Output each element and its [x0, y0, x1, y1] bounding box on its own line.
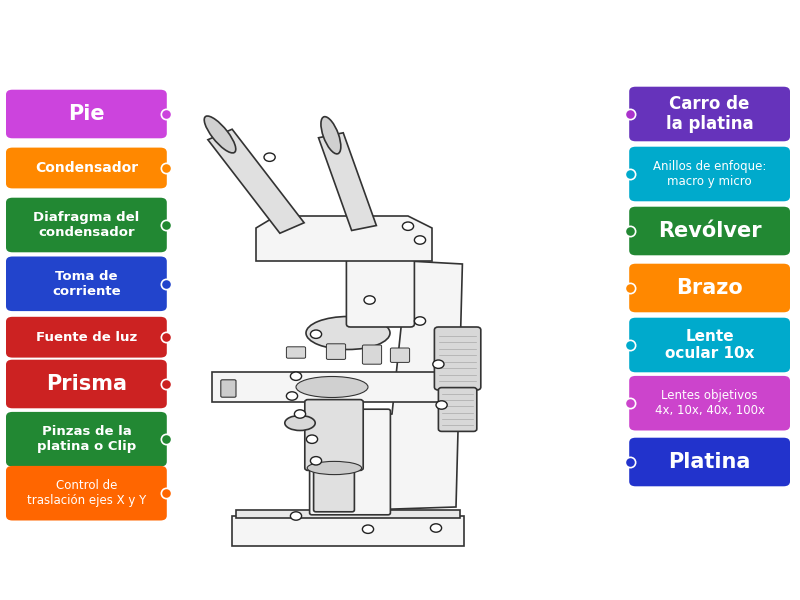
Circle shape	[362, 525, 374, 533]
FancyBboxPatch shape	[346, 252, 414, 327]
Text: Fuente de luz: Fuente de luz	[36, 331, 137, 344]
Point	[624, 109, 637, 119]
Circle shape	[433, 360, 444, 368]
Circle shape	[264, 153, 275, 161]
Circle shape	[310, 330, 322, 338]
Ellipse shape	[307, 461, 362, 475]
Circle shape	[414, 317, 426, 325]
Point	[624, 340, 637, 350]
Text: Control de
traslación ejes X y Y: Control de traslación ejes X y Y	[26, 479, 146, 507]
Text: Revólver: Revólver	[658, 221, 762, 241]
Text: Pie: Pie	[68, 104, 105, 124]
Text: Lente
ocular 10x: Lente ocular 10x	[665, 329, 754, 361]
Polygon shape	[232, 516, 464, 546]
Polygon shape	[364, 261, 462, 510]
FancyBboxPatch shape	[438, 388, 477, 431]
Text: Condensador: Condensador	[35, 161, 138, 175]
Point	[159, 163, 172, 173]
Ellipse shape	[296, 377, 368, 397]
Circle shape	[286, 392, 298, 400]
FancyBboxPatch shape	[6, 412, 167, 467]
FancyBboxPatch shape	[434, 327, 481, 390]
Text: Platina: Platina	[669, 452, 750, 472]
Circle shape	[364, 296, 375, 304]
FancyBboxPatch shape	[326, 344, 346, 359]
Point	[159, 279, 172, 289]
FancyBboxPatch shape	[629, 438, 790, 486]
FancyBboxPatch shape	[6, 197, 167, 252]
Text: Lentes objetivos
4x, 10x, 40x, 100x: Lentes objetivos 4x, 10x, 40x, 100x	[654, 389, 765, 417]
FancyBboxPatch shape	[629, 206, 790, 256]
FancyBboxPatch shape	[6, 148, 167, 188]
FancyBboxPatch shape	[362, 345, 382, 364]
Text: Carro de
la platina: Carro de la platina	[666, 95, 754, 133]
Text: Prisma: Prisma	[46, 374, 127, 394]
Circle shape	[294, 410, 306, 418]
Point	[159, 379, 172, 389]
Circle shape	[290, 512, 302, 520]
FancyBboxPatch shape	[629, 147, 790, 202]
Text: Toma de
corriente: Toma de corriente	[52, 270, 121, 298]
Point	[624, 226, 637, 236]
Circle shape	[310, 457, 322, 465]
FancyBboxPatch shape	[305, 400, 363, 470]
Point	[624, 457, 637, 467]
Circle shape	[290, 372, 302, 380]
Polygon shape	[318, 133, 376, 230]
FancyBboxPatch shape	[629, 376, 790, 430]
FancyBboxPatch shape	[314, 465, 354, 512]
Ellipse shape	[306, 317, 390, 349]
Circle shape	[436, 401, 447, 409]
Circle shape	[306, 435, 318, 443]
FancyBboxPatch shape	[629, 86, 790, 141]
Ellipse shape	[321, 116, 341, 154]
FancyBboxPatch shape	[310, 409, 390, 515]
FancyBboxPatch shape	[629, 263, 790, 312]
FancyBboxPatch shape	[629, 318, 790, 372]
Circle shape	[430, 524, 442, 532]
FancyBboxPatch shape	[6, 466, 167, 521]
Text: Brazo: Brazo	[676, 278, 743, 298]
FancyBboxPatch shape	[6, 317, 167, 358]
Point	[159, 109, 172, 119]
Text: Diafragma del
condensador: Diafragma del condensador	[34, 211, 139, 239]
FancyBboxPatch shape	[6, 359, 167, 408]
Point	[159, 220, 172, 230]
Circle shape	[414, 236, 426, 244]
FancyBboxPatch shape	[6, 257, 167, 311]
Text: Pinzas de la
platina o Clip: Pinzas de la platina o Clip	[37, 425, 136, 453]
Point	[159, 434, 172, 444]
Polygon shape	[208, 129, 304, 233]
Polygon shape	[236, 510, 460, 518]
Text: Anillos de enfoque:
macro y micro: Anillos de enfoque: macro y micro	[653, 160, 766, 188]
FancyBboxPatch shape	[221, 380, 236, 397]
Ellipse shape	[204, 116, 236, 153]
FancyBboxPatch shape	[6, 89, 167, 138]
Ellipse shape	[285, 415, 315, 431]
Polygon shape	[256, 216, 432, 261]
Circle shape	[402, 222, 414, 230]
FancyBboxPatch shape	[390, 348, 410, 362]
Point	[159, 332, 172, 342]
Point	[624, 283, 637, 293]
Point	[624, 169, 637, 179]
FancyBboxPatch shape	[286, 347, 306, 358]
Point	[159, 488, 172, 498]
Point	[624, 398, 637, 408]
Polygon shape	[212, 372, 448, 402]
